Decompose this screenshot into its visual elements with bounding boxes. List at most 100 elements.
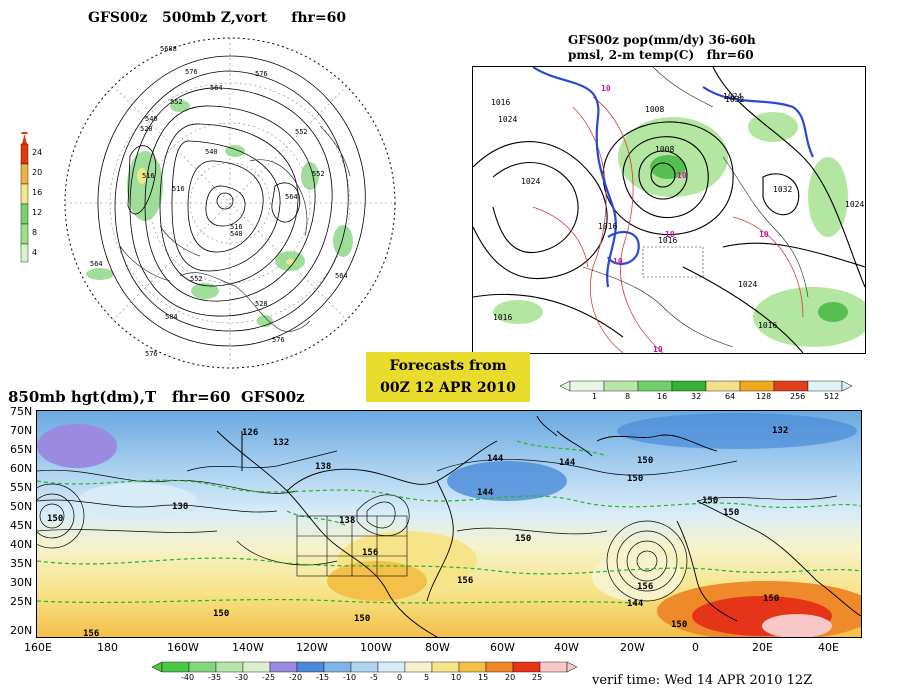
height-label: 150: [637, 456, 653, 466]
colorbar-swatch: [323, 661, 352, 673]
contour-label: 564: [210, 84, 223, 92]
contour-label: 584: [165, 313, 178, 321]
panel1-title: GFS00z 500mb Z,vort fhr=60: [88, 10, 347, 26]
height-label: 150: [354, 614, 370, 624]
verification-time: verif time: Wed 14 APR 2010 12Z: [592, 673, 813, 688]
height-label: 150: [671, 620, 687, 630]
colorbar-swatch: [350, 661, 379, 673]
contour-label: 540: [205, 148, 218, 156]
height-label: 156: [637, 582, 653, 592]
colorbar-swatch: [215, 661, 244, 673]
lon-label: 60W: [490, 641, 515, 654]
forecast-line1: Forecasts from: [389, 358, 507, 374]
colorbar-tick: 512: [824, 392, 840, 401]
colorbar-tick: 16: [32, 188, 43, 197]
temp-label: 10: [759, 230, 769, 239]
colorbar-tick: 256: [790, 392, 806, 401]
isobar-label: 1024: [521, 177, 540, 186]
colorbar-tick: -10: [343, 673, 357, 682]
lat-label: 65N: [10, 443, 33, 456]
height-label: 150: [763, 594, 779, 604]
precip-colorbar: 1 8 16 32 64 128 256 512: [559, 379, 853, 401]
contour-label: 528: [140, 125, 153, 133]
contour-label: 528: [255, 300, 268, 308]
colorbar-tick: 0: [397, 673, 403, 682]
contour-label: 576: [255, 70, 268, 78]
colorbar-swatch: [269, 661, 298, 673]
vorticity-colorbar-svg: [20, 126, 29, 263]
colorbar-arrow-right: [566, 661, 578, 673]
lon-label: 180: [97, 641, 118, 654]
temp-label: 10: [677, 171, 687, 180]
lon-label: 40W: [554, 641, 579, 654]
height-label: 150: [723, 508, 739, 518]
height-label: 144: [559, 458, 576, 468]
colorbar-tick: -5: [370, 673, 378, 682]
contour-label: 564: [285, 193, 298, 201]
isobar-label: 1024: [738, 280, 757, 289]
lat-label: 45N: [10, 519, 33, 532]
global-850mb-map: 126 132 138 144 144 144 150 150 138 150 …: [36, 410, 862, 638]
height-label: 156: [83, 629, 99, 637]
lat-label: 75N: [10, 405, 33, 418]
lat-label: 70N: [10, 424, 33, 437]
colorbar-tick: 8: [32, 228, 38, 237]
colorbar-tick: 4: [32, 248, 38, 257]
isobar-label: 1016: [658, 236, 677, 245]
polar-map-svg: 5688 576 564 552 540 528 516 552 540 552…: [64, 37, 396, 369]
isobar-label: 1032: [725, 95, 744, 104]
colorbar-tick: 15: [478, 673, 489, 682]
isobar-label: 1008: [645, 105, 664, 114]
lat-label: 55N: [10, 481, 33, 494]
height-label: 156: [362, 548, 378, 558]
colorbar-tick: 32: [691, 392, 702, 401]
colorbar-swatch: [512, 661, 541, 673]
lon-label: 0: [692, 641, 699, 654]
contour-label: 552: [190, 275, 203, 283]
colorbar-swatch: [485, 661, 514, 673]
height-label: 138: [339, 516, 355, 526]
lon-label: 100W: [360, 641, 392, 654]
colorbar-tick: -35: [208, 673, 222, 682]
height-label: 132: [772, 426, 788, 436]
colorbar-tick: 8: [625, 392, 631, 401]
height-label: 126: [242, 428, 258, 438]
height-label: 150: [213, 609, 229, 619]
contour-label: 576: [185, 68, 198, 76]
temp-label: 10: [601, 84, 611, 93]
colorbar-swatch: [161, 661, 190, 673]
isobar-label: 1016: [758, 321, 777, 330]
contour-label: 5688: [160, 45, 177, 53]
forecast-line2: 00Z 12 APR 2010: [380, 380, 516, 396]
lat-label: 60N: [10, 462, 33, 475]
lon-label: 140W: [232, 641, 264, 654]
temp-label: 10: [653, 345, 663, 353]
lat-label: 30N: [10, 576, 33, 589]
contour-label: 564: [335, 272, 348, 280]
isobar-label: 1016: [493, 313, 512, 322]
polar-500mb-map: 5688 576 564 552 540 528 516 552 540 552…: [60, 26, 400, 380]
lon-label: 120W: [296, 641, 328, 654]
lon-label: 80W: [425, 641, 450, 654]
lat-label: 20N: [10, 624, 33, 637]
vorticity-colorbar: 24 20 16 12 8 4: [18, 126, 58, 271]
contour-label: 576: [272, 336, 285, 344]
height-label: 144: [627, 599, 644, 609]
lat-label: 35N: [10, 557, 33, 570]
contour-label: 540: [230, 230, 243, 238]
colorbar-tick: 12: [32, 208, 43, 217]
height-label: 150: [627, 474, 643, 484]
lon-label: 160W: [167, 641, 199, 654]
colorbar-swatch: [404, 661, 433, 673]
isobar-label: 1024: [498, 115, 517, 124]
colorbar-tick: -15: [316, 673, 330, 682]
contour-label: 516: [230, 223, 243, 231]
colorbar-tick: 20: [32, 168, 43, 177]
height-label: 138: [172, 502, 188, 512]
colorbar-swatch: [296, 661, 325, 673]
colorbar-swatch: [188, 661, 217, 673]
isobar-label: 1016: [491, 98, 510, 107]
isobar-label: 1024: [723, 92, 742, 101]
isobar-label: 1032: [773, 185, 792, 194]
global-map-svg: 126 132 138 144 144 144 150 150 138 150 …: [37, 411, 861, 637]
